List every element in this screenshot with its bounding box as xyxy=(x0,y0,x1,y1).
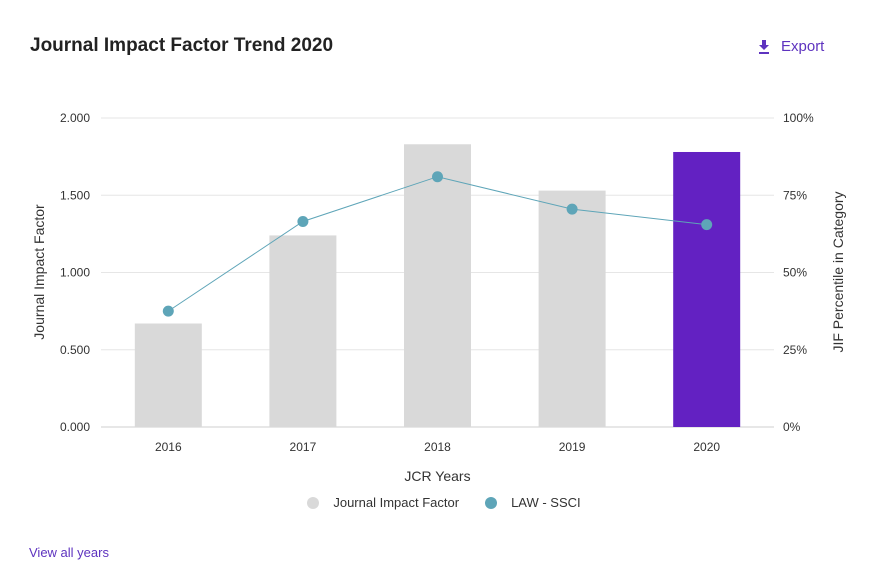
x-tick-label: 2019 xyxy=(559,440,586,454)
y-tick-label: 1.000 xyxy=(60,266,90,280)
legend-label-law-ssci: LAW - SSCI xyxy=(511,495,581,510)
percentile-point-2018[interactable] xyxy=(432,171,443,183)
y2-tick-label: 0% xyxy=(783,420,801,434)
y2-tick-label: 75% xyxy=(783,188,807,202)
percentile-point-2016[interactable] xyxy=(162,305,174,317)
download-icon xyxy=(757,39,771,55)
bar-2016[interactable] xyxy=(134,323,202,427)
bar-2017[interactable] xyxy=(269,235,337,427)
y-tick-label: 0.000 xyxy=(60,420,90,434)
y2-tick-label: 50% xyxy=(783,266,807,280)
y-tick-label: 0.500 xyxy=(60,343,90,357)
y2-tick-label: 25% xyxy=(783,343,807,357)
page-title: Journal Impact Factor Trend 2020 xyxy=(30,35,334,56)
percentile-point-2017[interactable] xyxy=(297,216,309,228)
bar-2018[interactable] xyxy=(404,144,471,427)
export-button[interactable]: Export xyxy=(757,38,824,55)
legend-swatch-law-ssci xyxy=(485,496,498,509)
bar-2020[interactable] xyxy=(673,151,741,428)
y2-tick-label: 100% xyxy=(783,111,814,125)
y-axis-title: Journal Impact Factor xyxy=(31,204,47,340)
x-axis-title: JCR Years xyxy=(404,468,470,484)
y-tick-label: 1.500 xyxy=(60,188,90,202)
legend-item-jif[interactable]: Journal Impact Factor xyxy=(307,495,459,510)
legend-label-jif: Journal Impact Factor xyxy=(333,495,460,510)
bar-2019[interactable] xyxy=(538,190,606,427)
view-all-years-link[interactable]: View all years xyxy=(29,545,109,560)
percentile-point-2019[interactable] xyxy=(566,203,578,215)
legend-item-law-ssci[interactable]: LAW - SSCI xyxy=(485,495,581,510)
y2-axis-title: JIF Percentile in Category xyxy=(830,191,846,352)
x-tick-label: 2018 xyxy=(424,440,451,454)
x-tick-label: 2017 xyxy=(290,440,317,454)
y-tick-label: 2.000 xyxy=(60,111,90,125)
x-tick-label: 2020 xyxy=(693,440,720,454)
legend-swatch-jif xyxy=(307,496,320,509)
x-tick-label: 2016 xyxy=(155,440,182,454)
export-label: Export xyxy=(781,38,825,55)
percentile-point-2020[interactable] xyxy=(701,219,713,231)
chart-legend: Journal Impact Factor LAW - SSCI xyxy=(0,495,888,510)
